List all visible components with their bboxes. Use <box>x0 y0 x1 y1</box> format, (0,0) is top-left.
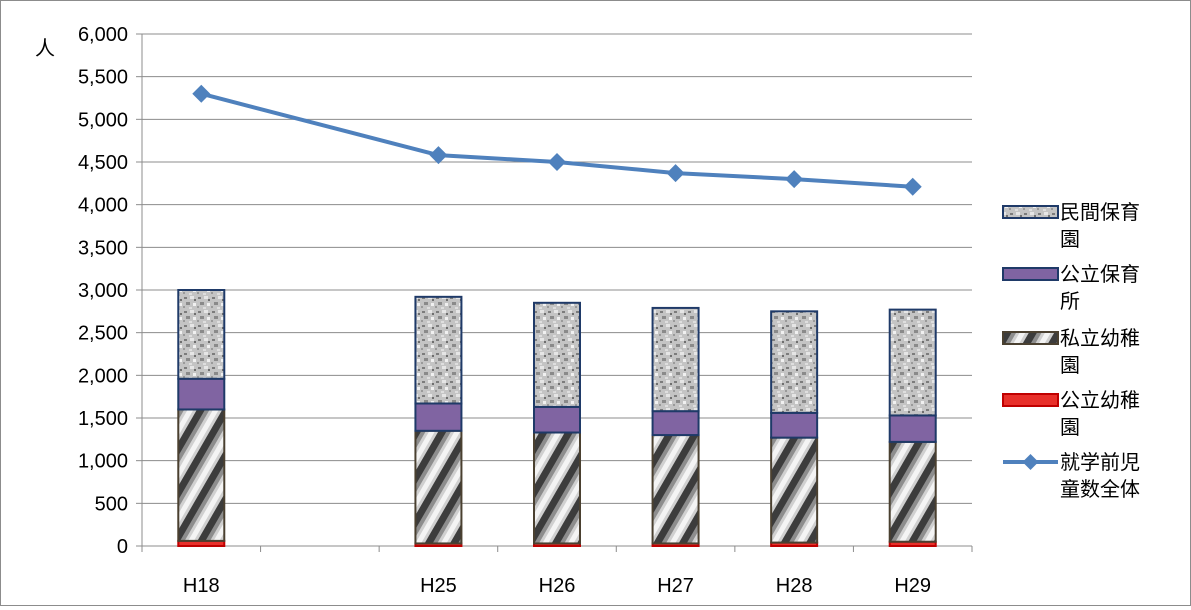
bar-segment-private-nursery <box>770 310 819 414</box>
legend-label-line: 民間保育 <box>1060 201 1140 224</box>
bar-segment-private-kindergarten <box>770 436 819 544</box>
y-tick-label: 5,500 <box>78 67 128 89</box>
legend-item-private-kindergarten: 私立幼稚園 <box>1002 327 1140 377</box>
legend-swatch <box>1002 393 1059 407</box>
bar-segment-private-kindergarten <box>414 429 463 545</box>
bar-segment-private-nursery <box>651 306 700 413</box>
legend-label-line: 私立幼稚 <box>1060 327 1140 350</box>
bar-segment-private-nursery <box>533 301 581 408</box>
legend-swatch <box>1002 331 1059 345</box>
y-tick-label: 1,000 <box>78 451 128 473</box>
legend-label: 就学前児童数全体 <box>1060 451 1140 501</box>
legend-label-line: 公立幼稚 <box>1060 389 1140 412</box>
legend-label-line: 公立保育 <box>1060 263 1140 286</box>
bar-segment-private-kindergarten <box>651 434 700 545</box>
line-marker <box>548 153 566 171</box>
legend-swatch <box>1002 205 1059 219</box>
bar-segment-public-nursery <box>177 377 226 411</box>
line-marker <box>785 170 804 189</box>
x-tick-label: H26 <box>539 575 576 597</box>
legend-label-line: 園 <box>1060 417 1080 439</box>
x-tick-label: H25 <box>420 575 457 597</box>
x-tick-label: H29 <box>894 575 931 597</box>
bar-segment-private-kindergarten <box>533 431 581 545</box>
legend-item-public-kindergarten: 公立幼稚園 <box>1002 389 1140 439</box>
y-tick-label: 0 <box>117 536 128 558</box>
plot-area: 0 500 1,000 1,500 2,000 2,500 3,000 3,500 4,000 4… <box>35 24 973 597</box>
line-marker <box>429 146 448 165</box>
legend-label-line: 園 <box>1060 229 1080 251</box>
legend-item-public-nursery: 公立保育所 <box>1002 263 1140 313</box>
legend-label-line: 童数全体 <box>1060 478 1140 501</box>
bar-segment-private-nursery <box>414 295 463 405</box>
y-tick-label: 4,000 <box>78 195 128 217</box>
line-marker <box>903 177 922 196</box>
bar-segment-private-nursery <box>177 289 226 380</box>
y-tick-label: 3,000 <box>78 280 128 302</box>
legend-label-line: 所 <box>1060 290 1080 313</box>
y-tick-label: 6,000 <box>78 24 128 46</box>
y-tick-label: 5,000 <box>78 109 128 131</box>
x-tick-label: H18 <box>183 575 220 597</box>
bar-segment-private-kindergarten <box>888 440 937 543</box>
y-tick-label: 4,500 <box>78 152 128 174</box>
y-tick-label: 2,500 <box>78 323 128 345</box>
y-tick-label: 500 <box>95 493 128 515</box>
series-line-total <box>200 91 913 189</box>
line-marker <box>192 84 211 103</box>
bar-segment-private-nursery <box>888 308 937 417</box>
legend-item-total-children: 就学前児童数全体 <box>1003 451 1140 501</box>
y-tick-label: 3,500 <box>78 237 128 259</box>
x-tick-label: H27 <box>657 575 694 597</box>
bar-segment-public-nursery <box>533 405 581 434</box>
bar-segment-public-nursery <box>651 410 700 437</box>
bar-segment-public-nursery <box>888 414 937 443</box>
legend-label-line: 園 <box>1060 355 1080 377</box>
legend-label: 民間保育園 <box>1060 201 1140 251</box>
y-axis-unit: 人 <box>35 37 55 60</box>
bar-segment-public-nursery <box>770 411 819 439</box>
y-tick-label: 1,500 <box>78 408 128 430</box>
x-tick-label: H28 <box>776 575 813 597</box>
bar-segment-public-nursery <box>414 402 463 432</box>
legend-label-line: 就学前児 <box>1060 451 1140 474</box>
y-tick-label: 2,000 <box>78 365 128 387</box>
bar-segment-private-kindergarten <box>177 408 226 542</box>
line-marker <box>666 164 685 183</box>
legend-item-private-nursery: 民間保育園 <box>1002 201 1140 251</box>
legend-swatch-marker <box>1022 454 1039 470</box>
legend-swatch <box>1002 267 1059 281</box>
legend-label: 公立保育所 <box>1060 263 1140 313</box>
legend-label: 公立幼稚園 <box>1060 389 1140 439</box>
legend-label: 私立幼稚園 <box>1060 327 1140 377</box>
